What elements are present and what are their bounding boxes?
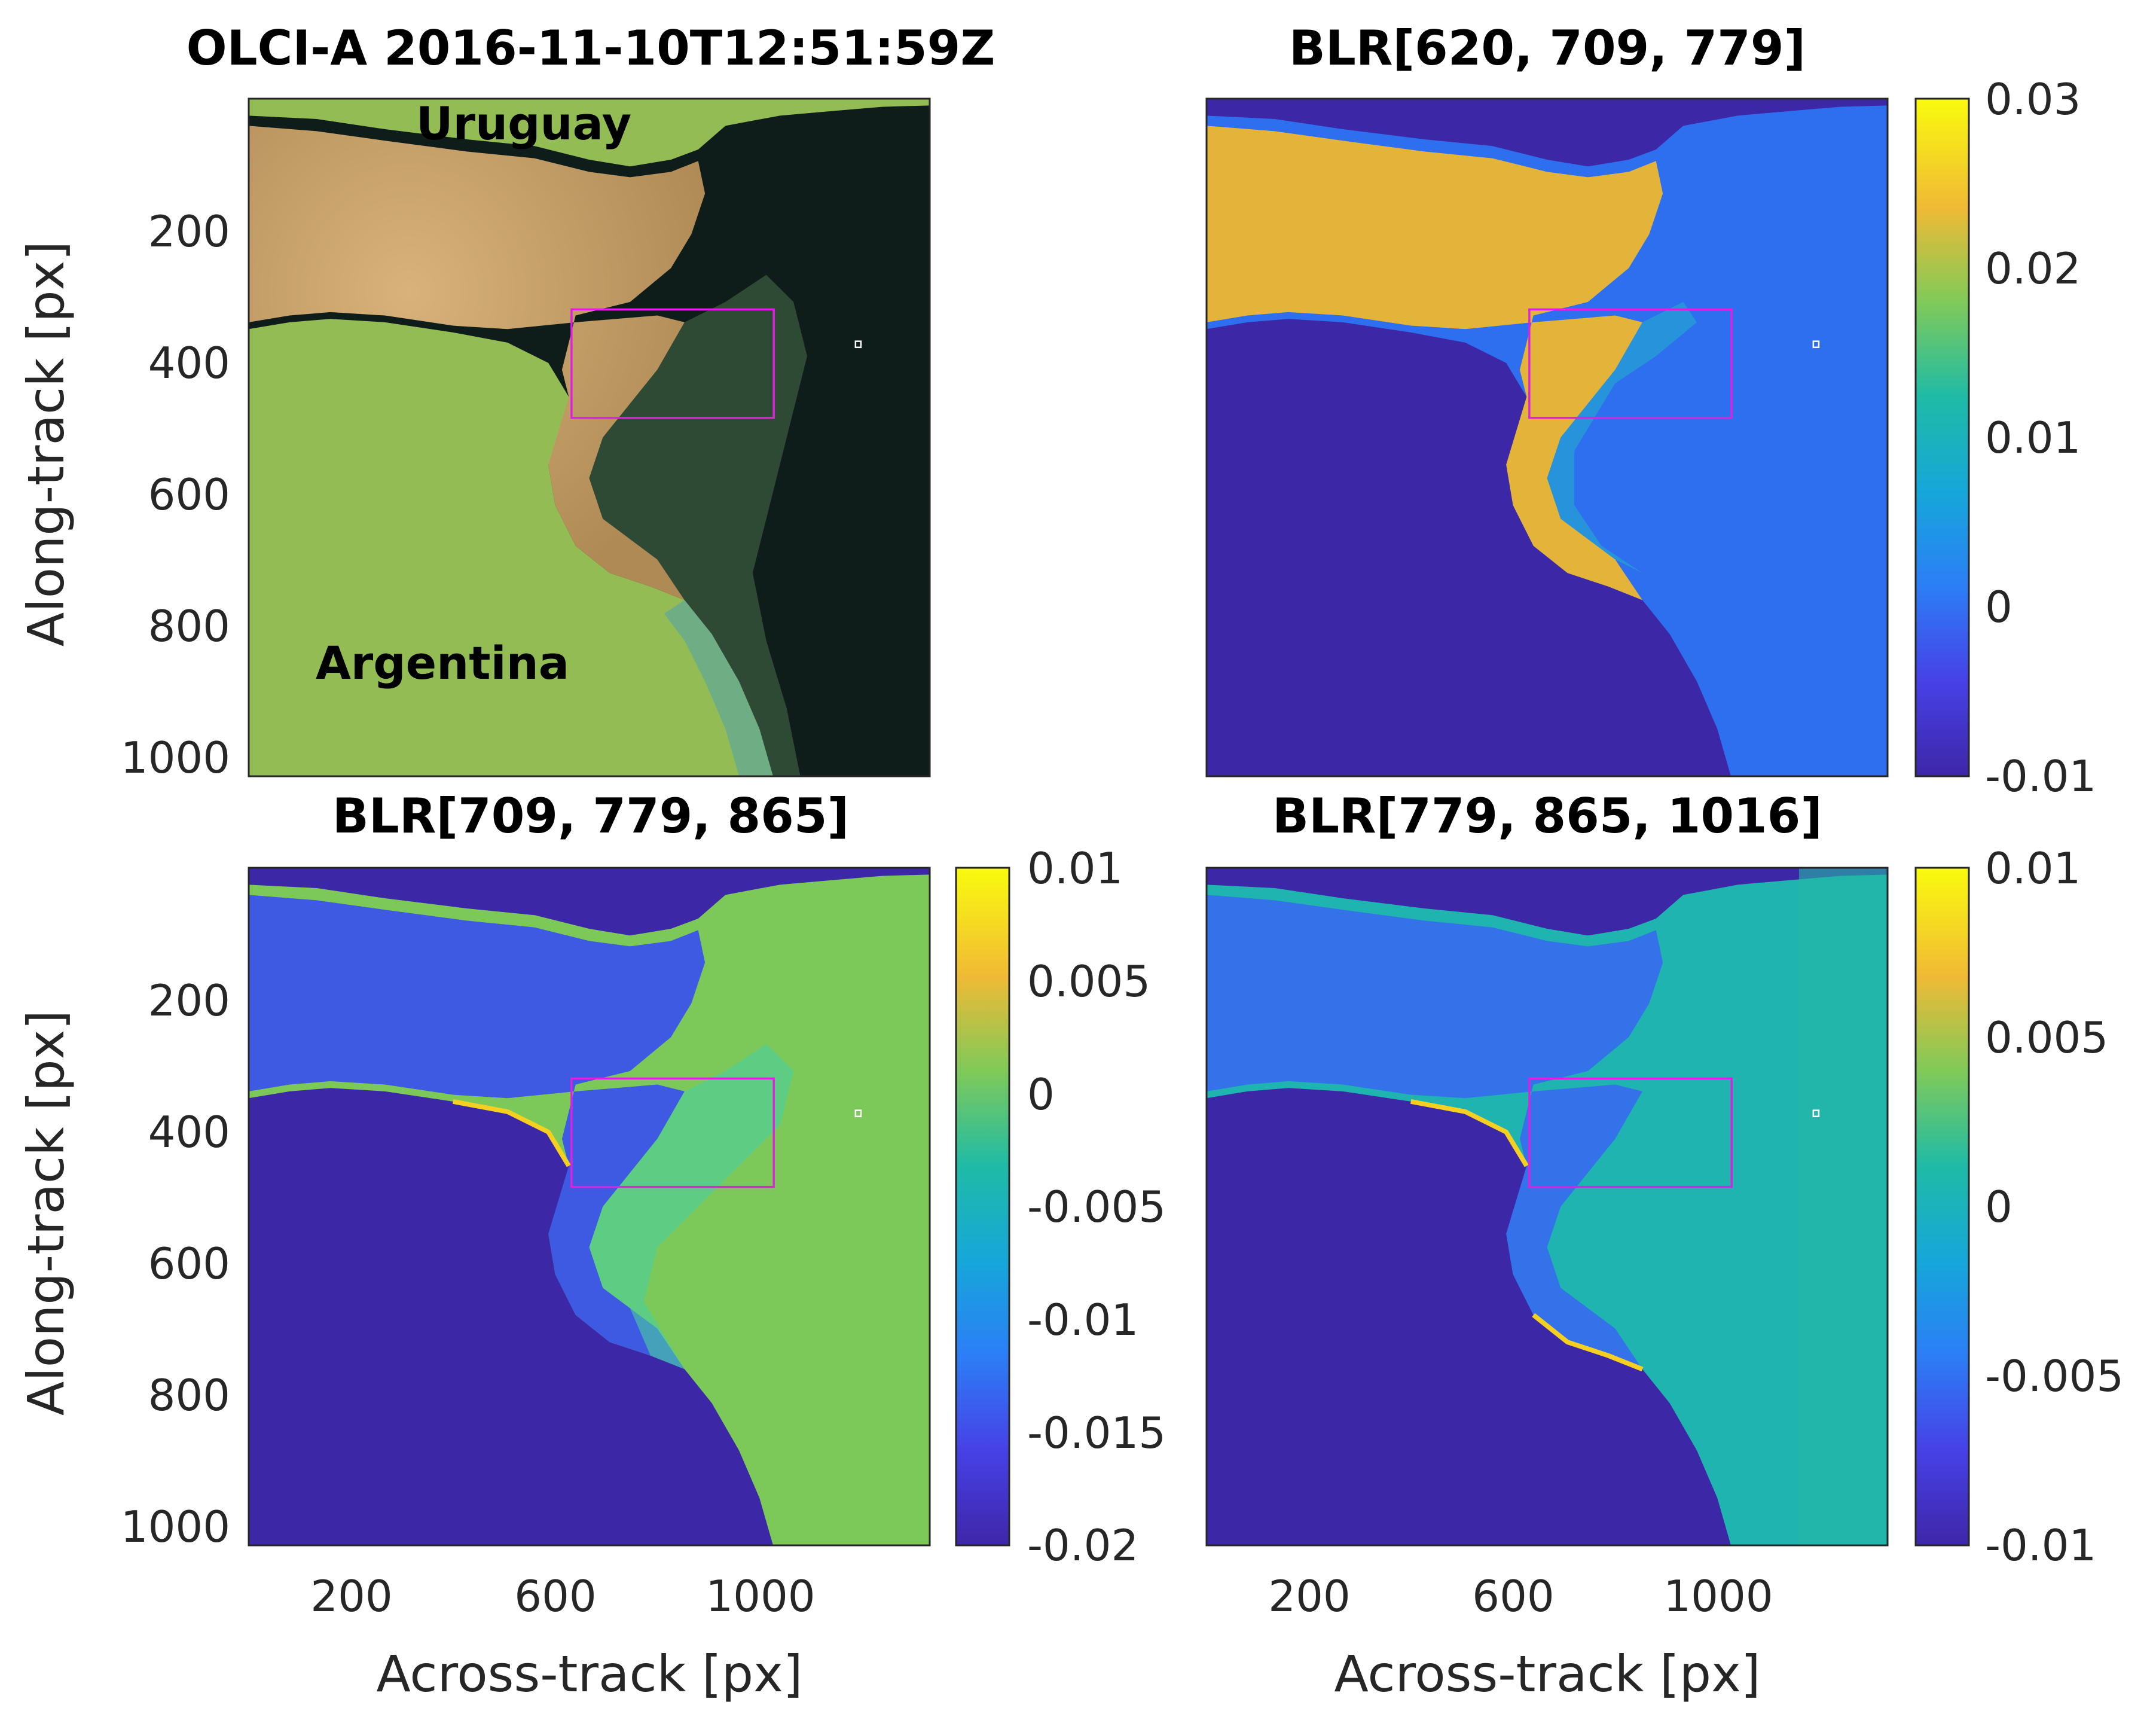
y-tick-label: 600 xyxy=(148,469,230,520)
blr-1-image xyxy=(1207,99,1888,776)
colorbar-tick-label: 0 xyxy=(1027,1069,1055,1120)
panel-rgb: OLCI-A 2016-11-10T12:51:59Z Uruguay Arge… xyxy=(17,20,995,783)
colorbar-blr-3 xyxy=(1914,867,1970,1547)
y-axis-label-top: Along-track [px] xyxy=(17,241,75,646)
marker-box xyxy=(854,1109,862,1118)
land-area xyxy=(1207,868,1888,1545)
y-tick-label: 800 xyxy=(148,1370,230,1420)
panel-blr-3: BLR[779, 865, 1016] 0.01 0.005 0 -0.005 … xyxy=(1205,788,2124,1703)
turbid-green-water xyxy=(589,275,807,776)
panel-blr-1: BLR[620, 709, 779] 0.03 0.02 0.01 0 -0.0… xyxy=(1205,20,2096,801)
swath-stripe xyxy=(1798,868,1888,1545)
x-axis-label-right: Across-track [px] xyxy=(1334,1645,1760,1703)
panel-title-blr-2: BLR[709, 779, 865] xyxy=(332,788,849,844)
y-tick-label: 1000 xyxy=(121,733,230,783)
x-tick-label: 1000 xyxy=(1663,1571,1773,1621)
roi-box xyxy=(1528,308,1733,419)
bright-coast-edge xyxy=(452,1099,571,1167)
roi-box xyxy=(570,1077,775,1188)
colorbar-ticks-blr-3: 0.01 0.005 0 -0.005 -0.01 xyxy=(1985,843,2124,1570)
coastal-cyan-water xyxy=(664,600,774,776)
colorbar-tick-label: 0.005 xyxy=(1027,956,1150,1007)
sediment-plume xyxy=(249,895,706,1370)
y-ticks-rgb: 200 400 600 800 1000 xyxy=(121,206,230,783)
colorbar-tick-label: 0.01 xyxy=(1027,843,1123,893)
bright-coast-edge xyxy=(1410,1099,1644,1372)
colorbar-tick-label: 0 xyxy=(1985,1182,2013,1232)
colorbar-tick-label: -0.02 xyxy=(1027,1520,1138,1570)
y-tick-label: 400 xyxy=(148,1107,230,1157)
blr-2-image xyxy=(249,868,930,1545)
roi-box xyxy=(1528,1077,1733,1188)
x-tick-label: 200 xyxy=(310,1571,392,1621)
land-area xyxy=(1207,99,1888,776)
land-area xyxy=(249,868,930,1545)
annotation-argentina: Argentina xyxy=(316,636,569,690)
colorbar-tick-label: 0.01 xyxy=(1985,843,2081,893)
x-tick-label: 600 xyxy=(1472,1571,1554,1621)
x-tick-label: 600 xyxy=(514,1571,596,1621)
plot-frame-blr-2 xyxy=(248,867,931,1547)
rgb-image xyxy=(249,99,930,776)
plot-frame-blr-1 xyxy=(1205,97,1889,777)
marker-box xyxy=(1812,1109,1820,1118)
colorbar-tick-label: 0 xyxy=(1985,582,2013,632)
colorbar-tick-label: -0.01 xyxy=(1985,1520,2096,1570)
colorbar-tick-label: 0.02 xyxy=(1985,243,2081,294)
colorbar-blr-2 xyxy=(955,867,1010,1547)
x-axis-label-left: Across-track [px] xyxy=(376,1645,802,1703)
colorbar-tick-label: -0.015 xyxy=(1027,1408,1166,1458)
x-ticks-blr-3: 200 600 1000 xyxy=(1268,1571,1773,1621)
colorbar-tick-label: 0.03 xyxy=(1985,74,2081,124)
land-area xyxy=(249,99,930,776)
colorbar-tick-label: -0.005 xyxy=(1027,1182,1166,1232)
y-ticks-blr-2: 200 400 600 800 1000 xyxy=(121,975,230,1552)
x-tick-label: 200 xyxy=(1268,1571,1350,1621)
y-axis-label-bottom: Along-track [px] xyxy=(17,1010,75,1416)
annotation-uruguay: Uruguay xyxy=(416,97,631,150)
transition-band xyxy=(1547,301,1697,574)
plot-frame-rgb xyxy=(248,97,931,777)
colorbar-tick-label: 0.005 xyxy=(1985,1012,2108,1063)
colorbar-tick-label: 0.01 xyxy=(1985,413,2081,463)
colorbar-tick-label: -0.01 xyxy=(1985,751,2096,801)
y-tick-label: 400 xyxy=(148,338,230,388)
y-tick-label: 1000 xyxy=(121,1502,230,1552)
panel-title-blr-1: BLR[620, 709, 779] xyxy=(1289,20,1806,76)
colorbar-ticks-blr-1: 0.03 0.02 0.01 0 -0.01 xyxy=(1985,74,2096,801)
roi-box xyxy=(570,308,775,419)
y-tick-label: 200 xyxy=(148,206,230,257)
colorbar-ticks-blr-2: 0.01 0.005 0 -0.005 -0.01 -0.015 -0.02 xyxy=(1027,843,1166,1570)
x-ticks-blr-2: 200 600 1000 xyxy=(310,1571,815,1621)
colorbar-blr-1 xyxy=(1914,97,1970,777)
blr-3-image xyxy=(1207,868,1888,1545)
y-tick-label: 200 xyxy=(148,975,230,1026)
sediment-plume xyxy=(1207,126,1663,600)
marker-box xyxy=(1812,340,1820,349)
sediment-plume xyxy=(249,126,706,600)
marker-box xyxy=(854,340,862,349)
frontal-band xyxy=(589,1044,794,1370)
plot-frame-blr-3 xyxy=(1205,867,1889,1547)
y-tick-label: 800 xyxy=(148,601,230,651)
panel-title-blr-3: BLR[779, 865, 1016] xyxy=(1272,788,1822,844)
x-tick-label: 1000 xyxy=(706,1571,815,1621)
panel-title-rgb: OLCI-A 2016-11-10T12:51:59Z xyxy=(187,20,995,76)
colorbar-tick-label: -0.01 xyxy=(1027,1295,1138,1345)
colorbar-tick-label: -0.005 xyxy=(1985,1351,2124,1401)
panel-blr-2: BLR[709, 779, 865] 0.01 0.005 0 -0.005 -… xyxy=(17,788,1166,1703)
sediment-plume xyxy=(1207,895,1663,1370)
y-tick-label: 600 xyxy=(148,1239,230,1289)
